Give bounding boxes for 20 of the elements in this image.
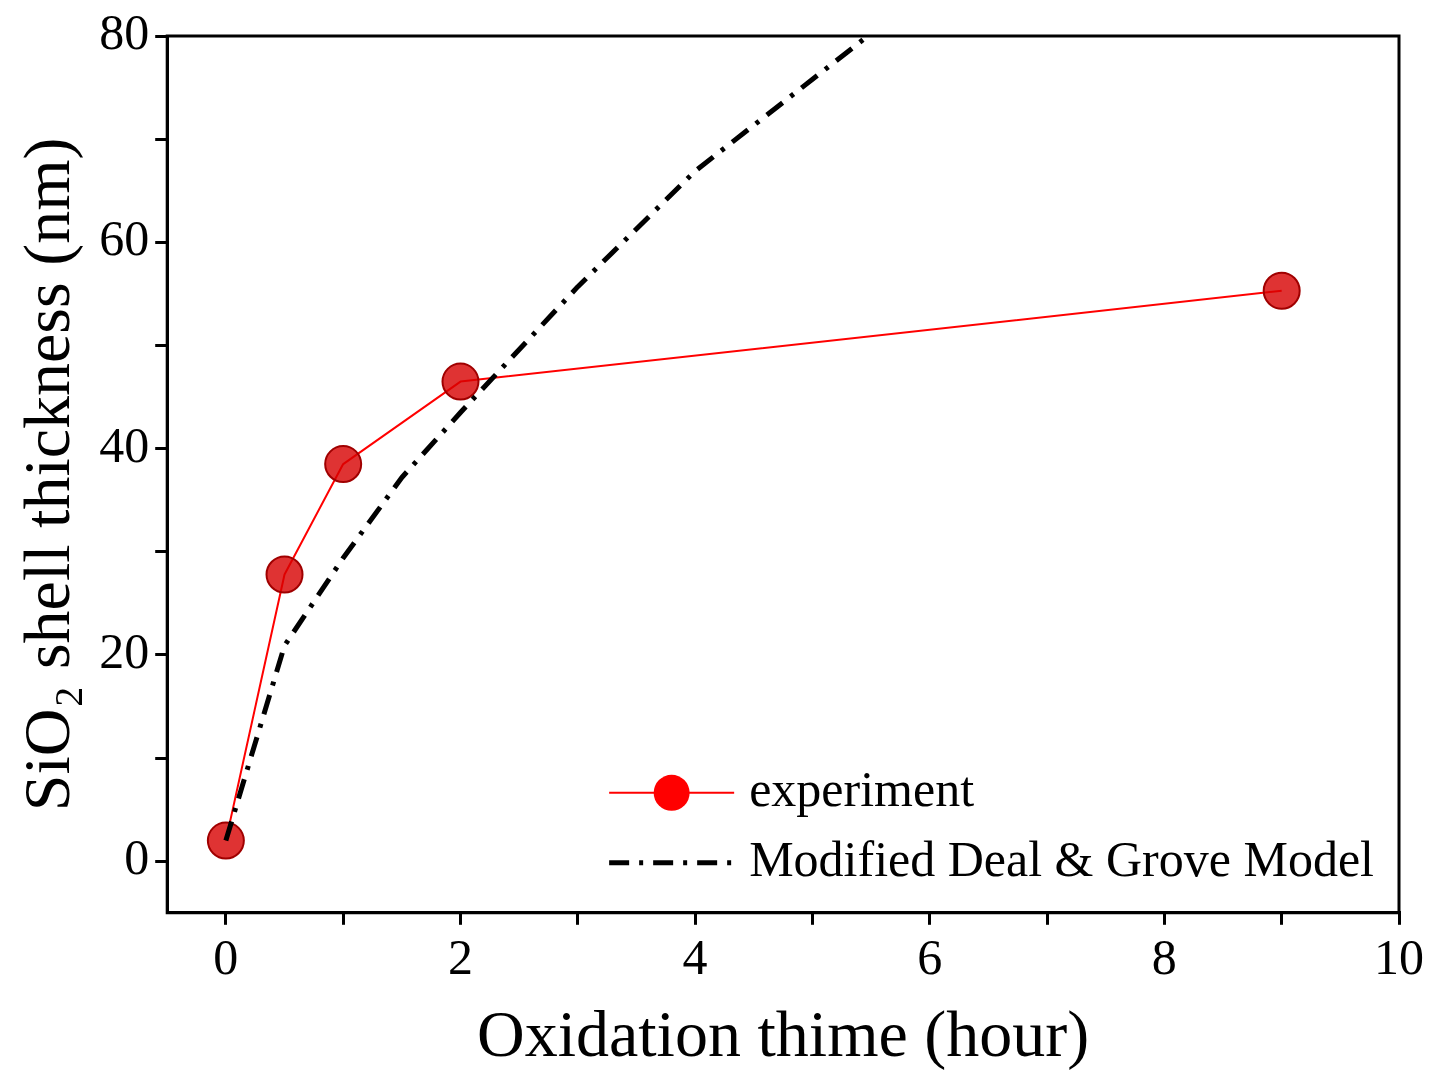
point bbox=[265, 555, 304, 594]
legend-label: Modified Deal & Grove Model bbox=[749, 830, 1375, 887]
x-tick-label: 10 bbox=[1374, 928, 1424, 985]
y-tick-label: 80 bbox=[99, 4, 150, 61]
point bbox=[441, 362, 480, 401]
point bbox=[1262, 271, 1301, 310]
y-tick-label: 60 bbox=[99, 210, 150, 267]
x-tick-label: 6 bbox=[917, 928, 943, 985]
x-axis-title: Oxidation thime (hour) bbox=[476, 996, 1090, 1071]
x-tick-label: 4 bbox=[682, 928, 708, 985]
y-tick-label: 0 bbox=[124, 829, 150, 886]
y-tick-label: 20 bbox=[99, 623, 150, 680]
x-tick-label: 0 bbox=[213, 928, 239, 985]
legend-label: experiment bbox=[749, 760, 975, 817]
y-axis-title: SiO₂ shell thickness (nm) bbox=[9, 137, 84, 812]
x-tick-label: 8 bbox=[1151, 928, 1177, 985]
x-tick-label: 2 bbox=[447, 928, 473, 985]
point bbox=[324, 445, 363, 484]
point bbox=[206, 821, 245, 860]
y-tick-label: 40 bbox=[99, 416, 150, 473]
